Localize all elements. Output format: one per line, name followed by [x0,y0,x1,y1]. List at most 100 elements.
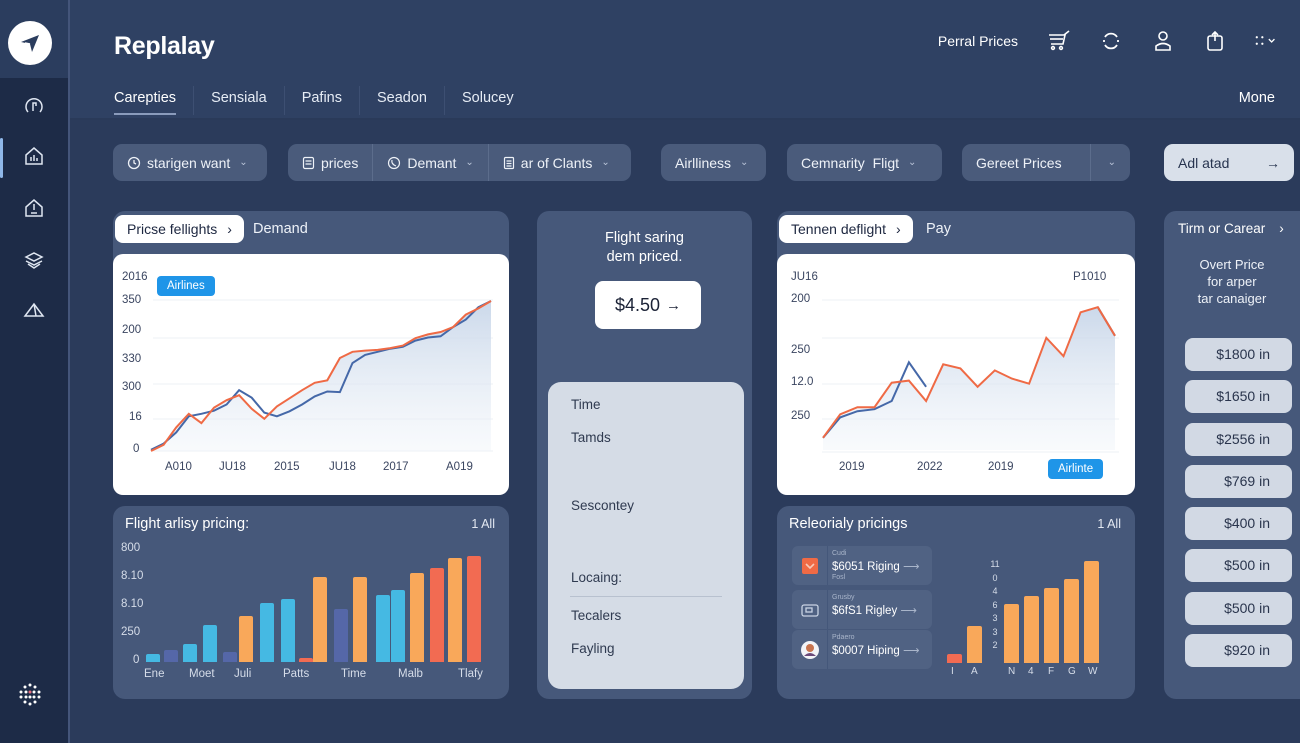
grid-menu-icon [1255,36,1275,45]
bar[interactable] [410,572,424,662]
filter-gereet-prices[interactable]: Gereet Prices ⌄ [962,144,1130,181]
bar[interactable] [239,616,253,662]
check-box-icon [802,558,818,574]
pricing-row[interactable]: Cudi $6051 Riging ⟶ Fosl [792,546,932,585]
bar[interactable] [947,653,962,663]
price-chip[interactable]: $400 in [1185,507,1292,540]
y-tick: 4 [992,586,998,596]
filter-demant[interactable]: Demant ⌄ [372,144,487,181]
user-button[interactable] [1150,28,1176,54]
bar[interactable] [334,609,348,662]
chevron-down-icon: ⌄ [239,157,248,168]
bar[interactable] [260,602,274,662]
row-sublabel: Fosl [832,574,846,581]
price-chip[interactable]: $500 in [1185,592,1292,625]
pricing-row[interactable]: Pdaero $0007 Hiping ⟶ [792,630,932,669]
globe-dots-button[interactable] [10,675,50,715]
bar[interactable] [1064,579,1079,663]
card-title: Flight arlisy pricing: [125,516,250,532]
sidebar-item-tent[interactable] [0,288,68,332]
filter-clants-label: ar of Clants [520,154,593,171]
sidebar-item-layers[interactable] [0,238,68,282]
refresh-button[interactable] [1098,28,1124,54]
filter-starigen[interactable]: starigen want ⌄ [113,144,267,181]
row-value-text: $6051 Riging [832,561,900,573]
tab-solucey[interactable]: Solucey [444,86,514,115]
list-item-fayling[interactable]: Fayling [571,641,615,656]
bar[interactable] [967,626,982,663]
price-chip[interactable]: $1800 in [1185,338,1292,371]
corner-label-left: JU16 [791,271,818,283]
list-item-locaing[interactable]: Locaing: [571,570,623,585]
filter-cemnarity[interactable]: Cemnarity Fligt ⌄ [787,144,942,181]
card-regional-pricings: Releorialy pricings 1 All Cudi $6051 Rig… [777,506,1135,699]
arrow-right-icon: ⟶ [902,561,920,573]
filter-demant-label: Demant [407,154,457,171]
arrow-right-icon: → [1266,154,1280,171]
filter-clants[interactable]: ar of Clants ⌄ [487,144,624,181]
price-button[interactable]: $4.50 → [595,281,701,329]
tab-seadon[interactable]: Seadon [359,86,427,115]
tab-carepties[interactable]: Carepties [114,86,177,115]
x-tick: Time [341,668,367,680]
sidebar-item-home-chart[interactable] [0,134,68,178]
list-item-tecalers[interactable]: Tecalers [571,608,622,623]
cart-button[interactable] [1046,28,1072,54]
bar[interactable] [353,577,367,662]
demand-tab[interactable]: Demand [253,221,308,237]
perral-prices-link[interactable]: Perral Prices [937,33,1018,49]
price-flights-pill[interactable]: Pricse fellights › [115,215,244,243]
bar[interactable] [164,650,178,662]
airlines-legend-badge[interactable]: Airlines [157,276,215,296]
line-chart-svg [822,299,1119,453]
bar[interactable] [376,595,390,662]
app-logo[interactable] [8,21,52,65]
filter-all-link[interactable]: 1 All [471,517,495,531]
share-button[interactable] [1202,28,1228,54]
x-axis-labels: I A N 4 F G W [947,666,1107,680]
bar[interactable] [430,567,444,662]
x-tick: G [1068,666,1076,677]
bar[interactable] [223,652,237,662]
tab-pafins[interactable]: Pafins [283,86,342,115]
bar[interactable] [146,653,160,662]
list-item-sescontey[interactable]: Sescontey [571,498,635,513]
filter-prices[interactable]: prices [288,144,372,181]
tennen-deflight-pill[interactable]: Tennen deflight › [779,215,913,243]
filter-group: prices Demant ⌄ ar of Clants ⌄ [288,144,631,181]
bar[interactable] [1084,561,1099,663]
airlinte-legend-badge[interactable]: Airlinte [1048,459,1104,479]
pricing-row[interactable]: Grusby $6fS1 Rigley ⟶ [792,590,932,629]
bar[interactable] [299,657,313,662]
price-chip[interactable]: $500 in [1185,549,1292,582]
price-chip[interactable]: $1650 in [1185,380,1292,413]
pay-tab[interactable]: Pay [926,221,951,237]
row-value: $6fS1 Rigley ⟶ [832,603,917,617]
grid-menu-button[interactable] [1254,28,1280,54]
price-chip[interactable]: $2556 in [1185,423,1292,456]
bar[interactable] [467,556,481,662]
y-tick: 8.10 [121,570,144,582]
list-item-time[interactable]: Time [571,397,601,412]
bar[interactable] [203,624,217,662]
price-chip[interactable]: $920 in [1185,634,1292,667]
sidebar-item-gauge[interactable] [0,84,68,128]
list-item-tamds[interactable]: Tamds [571,430,611,445]
bar[interactable] [281,599,295,662]
bar[interactable] [313,577,327,662]
bar[interactable] [448,558,462,662]
chevron-down-icon: ⌄ [740,157,749,168]
filter-airlliness[interactable]: Airlliness ⌄ [661,144,766,181]
bar[interactable] [183,643,197,662]
bar[interactable] [1004,603,1019,663]
bar[interactable] [391,589,405,662]
sidebar-item-home-alert[interactable] [0,186,68,230]
add-data-button[interactable]: Adl atad → [1164,144,1294,181]
filter-all-link[interactable]: 1 All [1097,517,1121,531]
bar[interactable] [1044,587,1059,663]
tab-sensiala[interactable]: Sensiala [193,86,267,115]
bar[interactable] [1024,595,1039,663]
price-chip[interactable]: $769 in [1185,465,1292,498]
more-link[interactable]: Mone [1238,90,1275,106]
card-header-link[interactable]: Tirm or Carear › [1178,221,1284,236]
